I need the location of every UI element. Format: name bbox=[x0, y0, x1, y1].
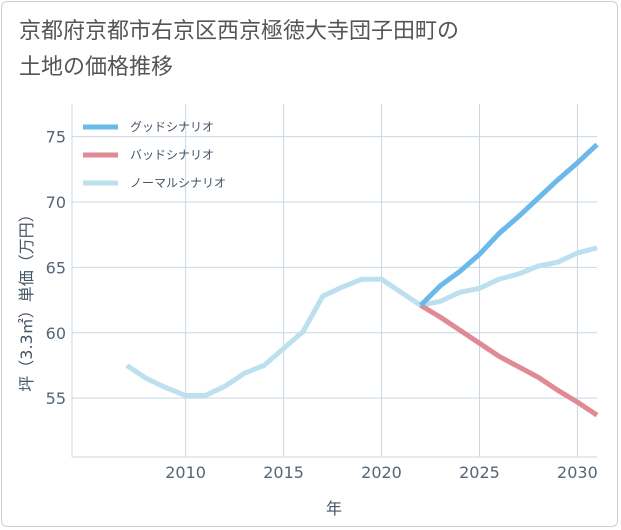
y-tick-label-60: 60 bbox=[46, 324, 66, 343]
series-line-normal bbox=[125, 245, 598, 399]
x-tick-label-2015: 2015 bbox=[263, 463, 304, 482]
y-tick-label-55: 55 bbox=[46, 389, 66, 408]
y-axis-title: 坪（3.3㎡）単価（万円） bbox=[17, 206, 36, 391]
x-tick-label-2025: 2025 bbox=[459, 463, 500, 482]
x-tick-label-2010: 2010 bbox=[165, 463, 206, 482]
horizontal-grid bbox=[72, 136, 597, 399]
x-axis-title: 年 bbox=[326, 499, 342, 518]
y-tick-label-75: 75 bbox=[46, 128, 66, 147]
series-line-bad bbox=[419, 303, 599, 418]
x-axis-ticks: 2010 2015 2020 2025 2030 bbox=[165, 463, 598, 482]
series-layer bbox=[125, 142, 599, 418]
chart-title-line-2: 土地の価格推移 bbox=[19, 55, 174, 80]
legend-label-good: グッドシナリオ bbox=[130, 120, 214, 134]
x-tick-label-2020: 2020 bbox=[361, 463, 402, 482]
y-axis-ticks: 55 60 65 70 75 bbox=[46, 128, 66, 408]
x-tick-label-2030: 2030 bbox=[557, 463, 598, 482]
chart-title: 京都府京都市右京区西京極徳大寺団子田町の 土地の価格推移 bbox=[19, 14, 609, 86]
legend-label-bad: バッドシナリオ bbox=[130, 148, 214, 162]
legend-label-normal: ノーマルシナリオ bbox=[130, 176, 226, 190]
y-tick-label-65: 65 bbox=[46, 258, 66, 277]
series-line-good bbox=[418, 142, 599, 308]
y-tick-label-70: 70 bbox=[46, 193, 66, 212]
chart-title-line-1: 京都府京都市右京区西京極徳大寺団子田町の bbox=[19, 19, 460, 44]
